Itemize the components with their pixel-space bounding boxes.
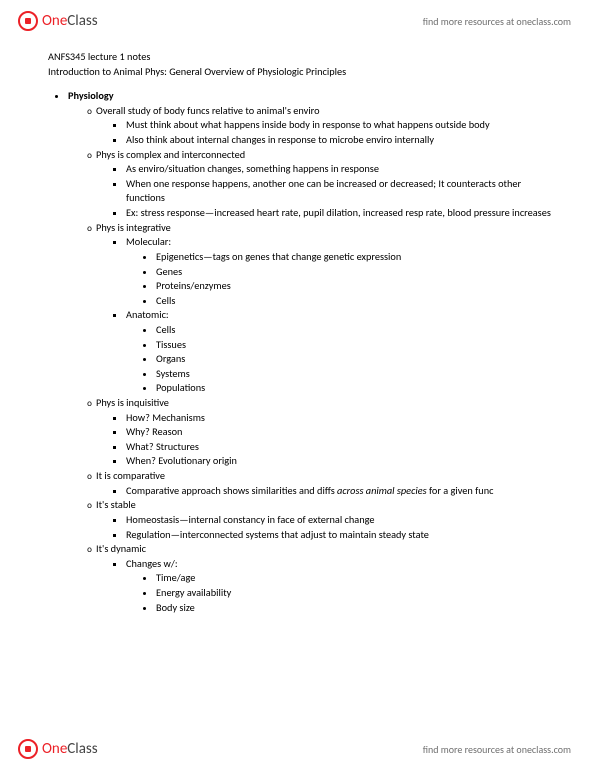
sec-stable: It's stable Homeostasis—internal constan… — [96, 498, 559, 542]
brand-one: One — [42, 740, 67, 758]
sec-inquisitive: Phys is inquisitive How? Mechanisms Why?… — [96, 396, 559, 469]
sub-changes: Changes w/: Time/age Energy availability… — [126, 557, 559, 615]
heading-physiology: Physiology Overall study of body funcs r… — [68, 89, 559, 615]
bullet: Epigenetics—tags on genes that change ge… — [156, 250, 559, 265]
sub-molecular-text: Molecular: — [126, 235, 171, 248]
brand-logo-footer: OneClass — [18, 739, 98, 759]
brand-class: Class — [67, 740, 97, 758]
brand-logo-text: OneClass — [42, 740, 98, 758]
brand-logo-icon — [18, 11, 38, 31]
doc-subtitle: Introduction to Animal Phys: General Ove… — [48, 65, 559, 80]
italic-text: across animal species — [337, 484, 427, 497]
sec-integrative: Phys is integrative Molecular: Epigeneti… — [96, 221, 559, 396]
sec-integrative-text: Phys is integrative — [96, 221, 171, 234]
bullet: When? Evolutionary origin — [126, 454, 559, 469]
brand-class: Class — [67, 12, 97, 30]
sec-complex: Phys is complex and interconnected As en… — [96, 148, 559, 221]
sub-anatomic-text: Anatomic: — [126, 308, 169, 321]
resources-link-top[interactable]: find more resources at oneclass.com — [423, 15, 571, 28]
brand-one: One — [42, 12, 67, 30]
bullet: Tissues — [156, 338, 559, 353]
sec-inquisitive-text: Phys is inquisitive — [96, 396, 169, 409]
sub-changes-text: Changes w/: — [126, 557, 178, 570]
page-footer: OneClass find more resources at oneclass… — [0, 732, 595, 766]
bullet: Cells — [156, 323, 559, 338]
bullet: Systems — [156, 367, 559, 382]
brand-logo-icon — [18, 739, 38, 759]
text: Comparative approach shows similarities … — [126, 484, 337, 497]
brand-logo-text: OneClass — [42, 12, 98, 30]
text: for a given func — [427, 484, 494, 497]
bullet: Genes — [156, 265, 559, 280]
bullet: Regulation—interconnected systems that a… — [126, 528, 559, 543]
bullet: Populations — [156, 381, 559, 396]
sub-molecular: Molecular: Epigenetics—tags on genes tha… — [126, 235, 559, 308]
bullet: Also think about internal changes in res… — [126, 133, 559, 148]
bullet: How? Mechanisms — [126, 411, 559, 426]
page-header: OneClass find more resources at oneclass… — [0, 4, 595, 38]
sec-comparative-text: It is comparative — [96, 469, 165, 482]
sec-dynamic-text: It's dynamic — [96, 542, 146, 555]
brand-logo: OneClass — [18, 11, 98, 31]
bullet: What? Structures — [126, 440, 559, 455]
bullet: Organs — [156, 352, 559, 367]
sec-comparative: It is comparative Comparative approach s… — [96, 469, 559, 498]
sub-anatomic: Anatomic: Cells Tissues Organs Systems P… — [126, 308, 559, 396]
sec-complex-text: Phys is complex and interconnected — [96, 148, 245, 161]
sec-overall: Overall study of body funcs relative to … — [96, 104, 559, 148]
bullet: Cells — [156, 294, 559, 309]
bullet: Proteins/enzymes — [156, 279, 559, 294]
document-body: ANFS345 lecture 1 notes Introduction to … — [48, 50, 559, 615]
bullet: Must think about what happens inside bod… — [126, 118, 559, 133]
resources-link-bottom[interactable]: find more resources at oneclass.com — [423, 743, 571, 756]
bullet: Body size — [156, 601, 559, 616]
bullet: Time/age — [156, 571, 559, 586]
bullet: Why? Reason — [126, 425, 559, 440]
bullet: Ex: stress response—increased heart rate… — [126, 206, 559, 221]
bullet: Comparative approach shows similarities … — [126, 484, 559, 499]
heading-text: Physiology — [68, 89, 114, 102]
sec-stable-text: It's stable — [96, 498, 136, 511]
bullet: When one response happens, another one c… — [126, 177, 559, 206]
bullet: Homeostasis—internal constancy in face o… — [126, 513, 559, 528]
bullet: Energy availability — [156, 586, 559, 601]
doc-title: ANFS345 lecture 1 notes — [48, 50, 559, 65]
outline-root: Physiology Overall study of body funcs r… — [48, 89, 559, 615]
sec-overall-text: Overall study of body funcs relative to … — [96, 104, 320, 117]
sec-dynamic: It's dynamic Changes w/: Time/age Energy… — [96, 542, 559, 615]
bullet: As enviro/situation changes, something h… — [126, 162, 559, 177]
